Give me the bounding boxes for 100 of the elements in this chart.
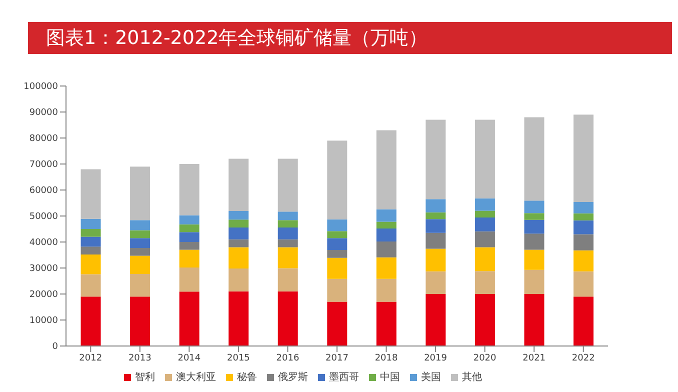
x-tick-label: 2022 [572,353,595,364]
x-tick-label: 2014 [178,353,201,364]
bar [574,114,594,202]
bar [474,294,495,346]
bar [327,278,348,302]
legend-label: 美国 [421,372,441,383]
bar [179,242,200,250]
x-tick-label: 2018 [374,353,398,364]
chart-title: 图表1：2012-2022年全球铜矿储量（万吨） [28,22,672,54]
bar [228,158,249,212]
bar [376,209,396,222]
bar [327,140,348,220]
bar [426,199,446,212]
bar [474,120,495,198]
legend-label: 智利 [135,372,155,383]
legend-label: 俄罗斯 [278,372,308,383]
bar [278,247,298,268]
bar [524,294,544,346]
legend-label: 墨西哥 [329,372,359,383]
bar [179,224,200,232]
bar [179,164,200,216]
bar [524,117,544,201]
bar [376,130,396,210]
x-tick-label: 2012 [79,353,102,364]
bar [228,239,249,248]
bar [376,241,396,258]
bar [524,220,544,234]
bar [376,278,396,302]
bar [376,257,396,279]
bar [130,248,150,256]
bar [278,239,298,248]
bar [278,212,298,220]
bar [524,200,544,214]
bar [228,247,249,269]
bar [474,247,495,272]
bar [327,258,348,279]
bar [524,270,544,294]
bar [426,294,446,346]
y-tick-label: 30000 [29,264,58,274]
bar [278,227,298,240]
bar [574,213,594,220]
bar [426,271,446,294]
bar [80,274,101,297]
bar [179,292,200,346]
bar [474,198,495,211]
bar [228,211,249,220]
bar [228,268,249,292]
x-tick-label: 2019 [424,353,448,364]
y-tick-label: 80000 [29,134,58,144]
x-tick-label: 2017 [326,353,348,364]
bar [80,254,101,274]
legend-label: 秘鲁 [237,372,257,383]
bar [426,248,446,272]
bar [376,228,396,242]
bar [80,169,101,219]
bar [474,218,495,232]
y-tick-label: 60000 [29,186,58,196]
bar [574,271,594,297]
legend-label: 澳大利亚 [176,372,216,383]
bar [278,268,298,292]
y-tick-label: 50000 [29,212,58,222]
bar [130,230,150,238]
legend-label: 其他 [462,372,482,383]
bar [474,210,495,218]
bar [130,220,150,230]
bar [130,166,150,220]
bar [574,234,594,250]
bar [179,215,200,224]
bar [130,274,150,297]
bar [574,296,594,346]
bar [524,250,544,270]
bar [327,219,348,232]
bar [474,271,495,294]
bar [327,250,348,258]
bar [574,250,594,272]
bar [179,250,200,268]
bar [376,222,396,228]
bar [426,232,446,249]
bar [574,202,594,214]
bar [426,212,446,220]
y-tick-label: 90000 [29,108,58,118]
bar [574,220,594,234]
bar [327,302,348,346]
bar [278,220,298,228]
y-tick-label: 70000 [29,160,58,170]
bar [130,296,150,346]
y-tick-label: 20000 [29,290,58,300]
bar [426,219,446,233]
bar [80,229,101,237]
bar [327,231,348,238]
x-tick-label: 2013 [128,353,152,364]
bar [524,234,544,250]
bar [376,302,396,346]
bar [130,256,150,274]
x-tick-label: 2021 [522,353,546,364]
bar [426,120,446,200]
bar [228,227,249,240]
bar [474,231,495,248]
y-tick-label: 100000 [24,82,58,92]
bar [228,291,249,346]
